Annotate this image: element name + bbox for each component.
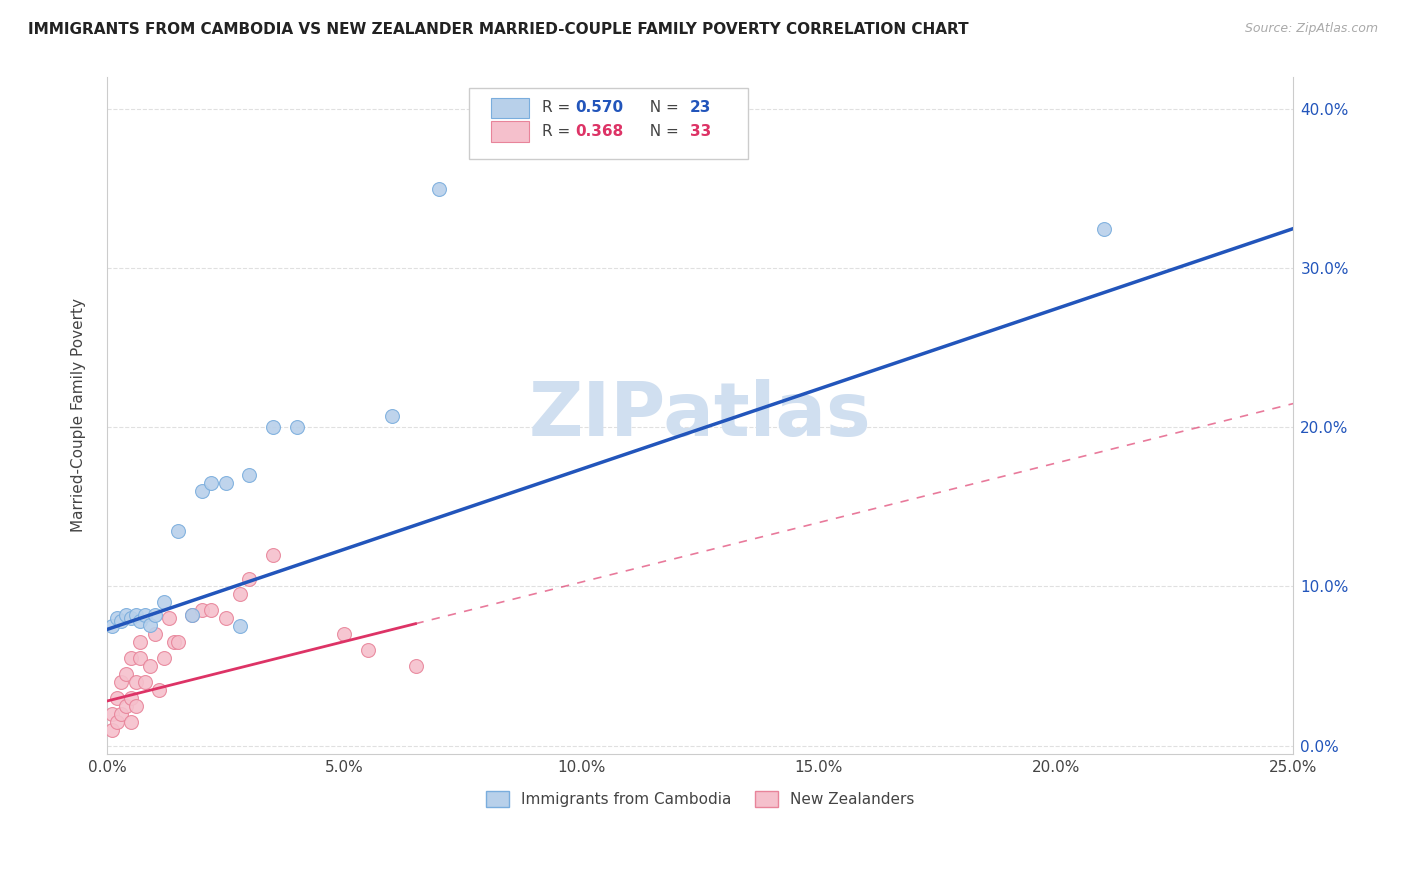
Point (110, 615, 132, 629)
Text: IMMIGRANTS FROM CAMBODIA VS NEW ZEALANDER MARRIED-COUPLE FAMILY POVERTY CORRELAT: IMMIGRANTS FROM CAMBODIA VS NEW ZEALANDE… (28, 22, 969, 37)
Y-axis label: Married-Couple Family Poverty: Married-Couple Family Poverty (72, 299, 86, 533)
Point (167, 524, 190, 538)
Point (238, 468, 260, 483)
Point (139, 617, 162, 632)
Point (115, 698, 138, 713)
Point (191, 603, 214, 617)
Point (153, 651, 176, 665)
Text: 0.368: 0.368 (575, 124, 624, 139)
Point (405, 659, 427, 673)
FancyBboxPatch shape (468, 87, 748, 159)
Point (215, 476, 238, 491)
Text: N =: N = (640, 124, 683, 139)
Point (200, 476, 222, 491)
Point (427, 182, 450, 196)
Point (105, 690, 128, 705)
Point (285, 420, 308, 434)
Point (120, 651, 142, 665)
Point (333, 627, 356, 641)
Point (238, 572, 260, 586)
Point (110, 706, 132, 721)
Point (124, 698, 146, 713)
Point (262, 420, 284, 434)
Point (101, 619, 124, 633)
Point (110, 674, 132, 689)
Point (124, 608, 146, 623)
Point (148, 682, 170, 697)
Point (120, 611, 142, 625)
Point (215, 611, 238, 625)
Point (181, 608, 204, 623)
Point (120, 714, 142, 729)
Text: 0.570: 0.570 (575, 101, 624, 115)
Point (101, 723, 124, 737)
Point (101, 706, 124, 721)
Text: R =: R = (543, 101, 575, 115)
Point (162, 635, 184, 649)
Point (134, 608, 156, 623)
Point (139, 659, 162, 673)
FancyBboxPatch shape (492, 121, 530, 142)
Point (105, 714, 128, 729)
Point (105, 611, 128, 625)
Point (181, 608, 204, 623)
Point (129, 651, 152, 665)
Point (115, 667, 138, 681)
Point (143, 627, 166, 641)
Point (262, 548, 284, 562)
Point (1092, 221, 1115, 235)
Point (229, 619, 252, 633)
Point (134, 674, 156, 689)
Point (381, 409, 404, 424)
Point (153, 595, 176, 609)
Point (229, 587, 252, 601)
Point (157, 611, 180, 625)
Point (129, 635, 152, 649)
Point (200, 603, 222, 617)
Text: Source: ZipAtlas.com: Source: ZipAtlas.com (1244, 22, 1378, 36)
Text: N =: N = (640, 101, 683, 115)
FancyBboxPatch shape (492, 98, 530, 118)
Point (129, 615, 152, 629)
Text: R =: R = (543, 124, 575, 139)
Text: 23: 23 (689, 101, 711, 115)
Point (143, 608, 166, 623)
Point (115, 608, 138, 623)
Point (167, 635, 190, 649)
Legend: Immigrants from Cambodia, New Zealanders: Immigrants from Cambodia, New Zealanders (479, 785, 921, 814)
Text: 33: 33 (689, 124, 711, 139)
Point (357, 643, 380, 657)
Text: ZIPatlas: ZIPatlas (529, 379, 872, 452)
Point (124, 674, 146, 689)
Point (191, 483, 214, 498)
Point (120, 690, 142, 705)
